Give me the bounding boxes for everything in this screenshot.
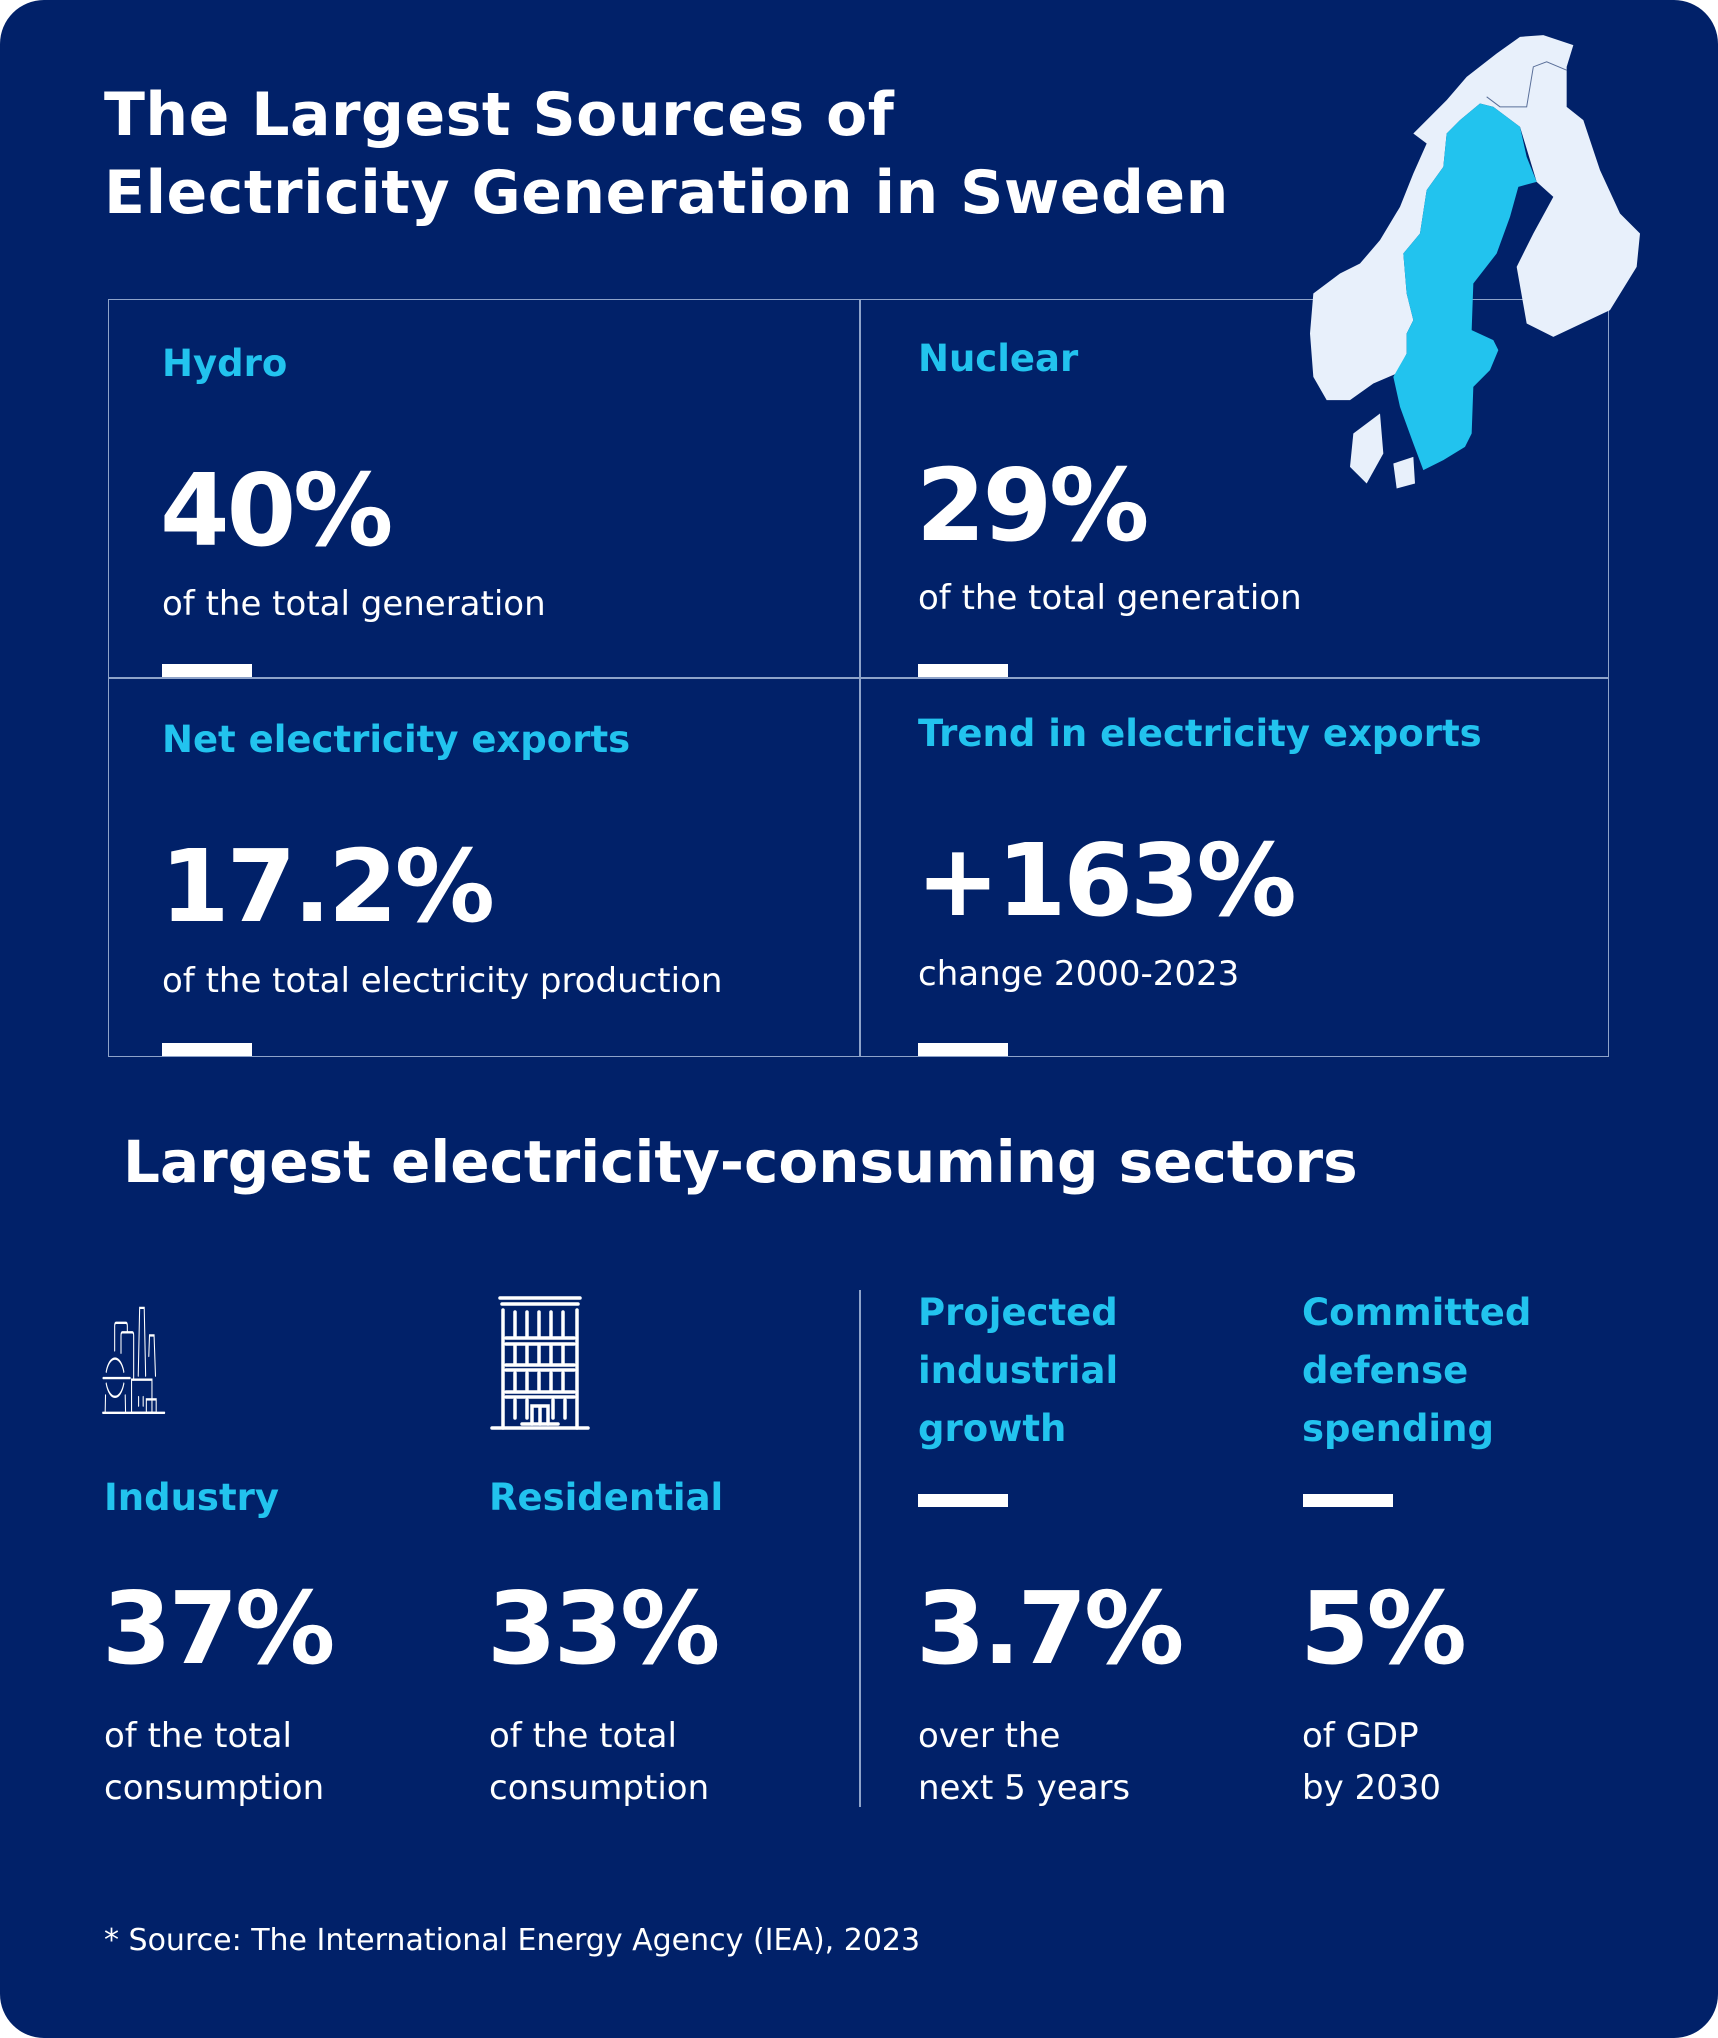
source-note: * Source: The International Energy Agenc… xyxy=(104,1923,921,1958)
defense-spending-label: Committed defense spending xyxy=(1302,1284,1531,1458)
residential-desc-line-1: of the total xyxy=(489,1716,677,1756)
island-shape xyxy=(1393,456,1415,489)
industrial-growth-label-line-2: industrial xyxy=(918,1349,1119,1392)
industrial-growth-label-line-1: Projected xyxy=(918,1291,1118,1334)
industry-value: 37% xyxy=(102,1570,335,1687)
industry-desc-line-2: consumption xyxy=(104,1768,325,1808)
residential-label: Residential xyxy=(489,1476,724,1519)
export-trend-dash xyxy=(918,1043,1008,1056)
factory-icon xyxy=(102,1306,166,1414)
hydro-value: 40% xyxy=(160,452,393,569)
defense-spending-label-line-2: defense xyxy=(1302,1349,1469,1392)
defense-spending-label-line-1: Committed xyxy=(1302,1291,1532,1334)
title-line-1: The Largest Sources of xyxy=(104,80,895,150)
defense-spending-desc-line-2: by 2030 xyxy=(1302,1768,1442,1808)
export-trend-label: Trend in electricity exports xyxy=(918,712,1482,755)
hydro-label: Hydro xyxy=(162,342,288,385)
hydro-desc: of the total generation xyxy=(162,584,546,624)
residential-desc: of the total consumption xyxy=(489,1710,709,1814)
denmark-shape xyxy=(1350,413,1384,484)
residential-desc-line-2: consumption xyxy=(489,1768,710,1808)
net-exports-dash xyxy=(162,1043,252,1056)
industrial-growth-value: 3.7% xyxy=(916,1570,1184,1687)
industry-label: Industry xyxy=(104,1476,280,1519)
industrial-growth-label-line-3: growth xyxy=(918,1407,1067,1450)
building-icon xyxy=(490,1296,590,1430)
nuclear-desc: of the total generation xyxy=(918,578,1302,618)
industry-desc-line-1: of the total xyxy=(104,1716,292,1756)
net-exports-value: 17.2% xyxy=(160,828,495,945)
export-trend-desc: change 2000-2023 xyxy=(918,954,1240,994)
hydro-dash xyxy=(162,664,252,677)
defense-spending-desc-line-1: of GDP xyxy=(1302,1716,1419,1756)
defense-spending-label-line-3: spending xyxy=(1302,1407,1494,1450)
sectors-heading: Largest electricity-consuming sectors xyxy=(123,1128,1358,1196)
defense-spending-dash xyxy=(1303,1494,1393,1507)
export-trend-value: +163% xyxy=(916,822,1297,939)
sweden-shape xyxy=(1393,103,1537,471)
page-title: The Largest Sources of Electricity Gener… xyxy=(104,76,1229,232)
nuclear-label: Nuclear xyxy=(918,337,1079,380)
title-line-2: Electricity Generation in Sweden xyxy=(104,158,1229,228)
defense-spending-desc: of GDP by 2030 xyxy=(1302,1710,1441,1814)
industrial-growth-desc-line-2: next 5 years xyxy=(918,1768,1131,1808)
residential-value: 33% xyxy=(487,1570,720,1687)
industrial-growth-desc: over the next 5 years xyxy=(918,1710,1130,1814)
industrial-growth-desc-line-1: over the xyxy=(918,1716,1061,1756)
industrial-growth-dash xyxy=(918,1494,1008,1507)
sectors-divider xyxy=(859,1290,861,1807)
norway-finland-shape xyxy=(1310,35,1640,401)
border-line xyxy=(1486,61,1567,108)
nuclear-value: 29% xyxy=(916,447,1149,564)
industrial-growth-label: Projected industrial growth xyxy=(918,1284,1118,1458)
net-exports-label: Net electricity exports xyxy=(162,718,631,761)
industry-desc: of the total consumption xyxy=(104,1710,324,1814)
grid-divider-horizontal xyxy=(108,677,1609,679)
defense-spending-value: 5% xyxy=(1300,1570,1467,1687)
net-exports-desc: of the total electricity production xyxy=(162,961,723,1001)
nordic-map-icon xyxy=(1310,35,1640,489)
nuclear-dash xyxy=(918,664,1008,677)
